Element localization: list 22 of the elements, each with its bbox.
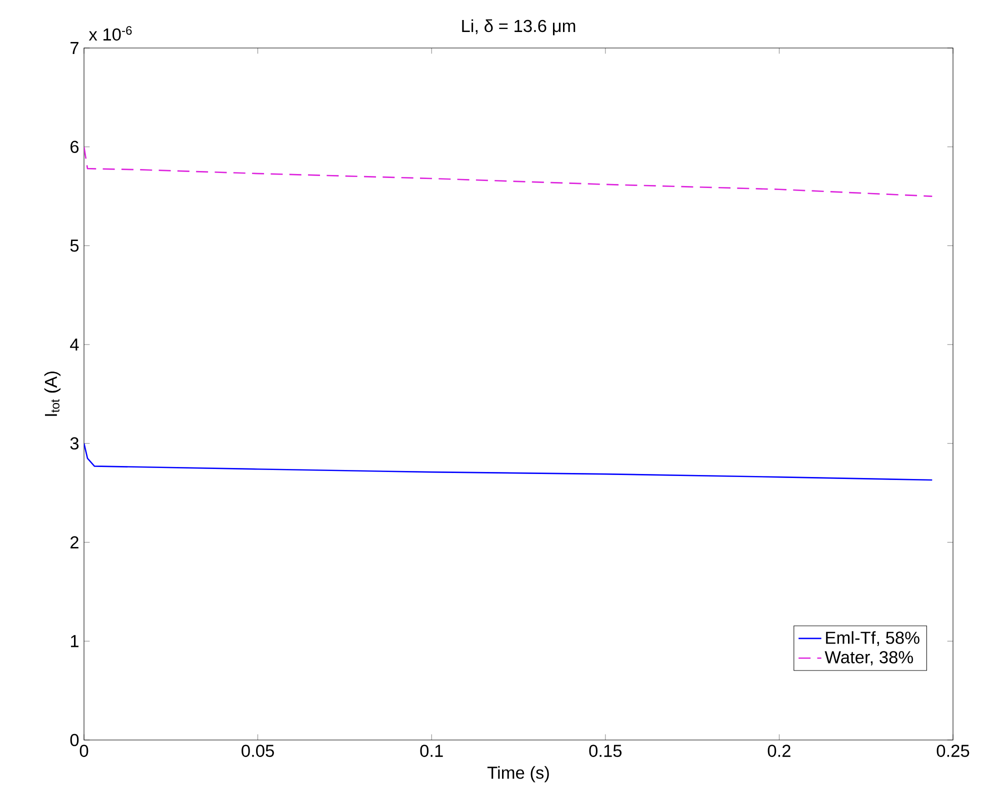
legend-label: Water, 38% <box>824 651 913 666</box>
x-tick-label: 0.05 <box>242 744 274 757</box>
x-tick-label: 0.15 <box>589 744 622 757</box>
legend-label: Eml-Tf, 58% <box>826 631 920 646</box>
y-tick-label: 0 <box>70 734 79 746</box>
x-tick-label: 0 <box>80 744 88 757</box>
text: x 10$^{-6}$ <box>88 26 132 41</box>
y-tick-label: 7 <box>70 42 78 54</box>
y-tick-label: 2 <box>70 536 78 548</box>
y-tick-label: 6 <box>70 140 79 153</box>
y-tick-label: 4 <box>70 338 79 351</box>
x-tick-label: 0.1 <box>420 744 443 757</box>
y-tick-label: 5 <box>70 240 79 252</box>
x-tick-label: 0.25 <box>936 744 970 757</box>
line-series <box>84 146 933 197</box>
y-tick-label: 1 <box>70 635 78 648</box>
x-axis-title: Time (s) <box>487 766 549 782</box>
line-series <box>84 442 933 481</box>
chart-title: Li, δ = 13.6 μm <box>462 19 576 36</box>
y-tick-label: 3 <box>70 437 79 450</box>
x-tick-label: 0.2 <box>768 744 790 757</box>
y-axis-title: I$_{tot}$ (A) <box>44 372 61 416</box>
